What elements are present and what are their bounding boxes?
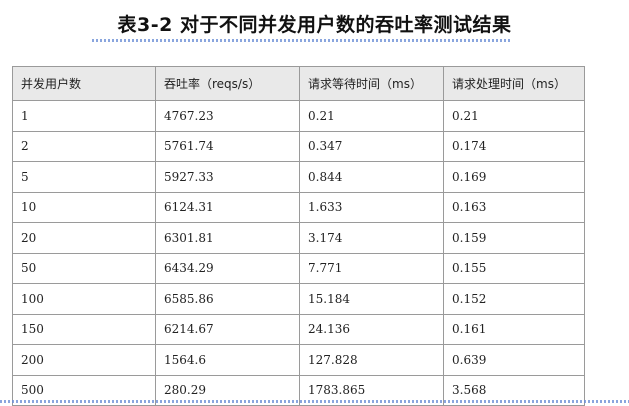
cell-wait-time: 7.771 — [299, 252, 444, 284]
table-row: 1 4767.23 0.21 0.21 — [12, 100, 585, 132]
cell-concurrent-users: 10 — [12, 191, 156, 223]
cell-throughput: 4767.23 — [155, 100, 300, 132]
cell-throughput: 5761.74 — [155, 130, 300, 162]
results-table-container: 并发用户数 吞吐率（reqs/s） 请求等待时间（ms） 请求处理时间（ms） … — [12, 66, 585, 406]
cell-throughput: 6124.31 — [155, 191, 300, 223]
cell-wait-time: 1.633 — [299, 191, 444, 223]
cell-throughput: 5927.33 — [155, 161, 300, 193]
cell-processing-time: 0.169 — [443, 161, 585, 193]
cell-wait-time: 3.174 — [299, 222, 444, 254]
cell-concurrent-users: 20 — [12, 222, 156, 254]
cell-throughput: 6214.67 — [155, 313, 300, 345]
cell-concurrent-users: 50 — [12, 252, 156, 284]
cell-concurrent-users: 5 — [12, 161, 156, 193]
table-row: 100 6585.86 15.184 0.152 — [12, 283, 585, 315]
results-table: 并发用户数 吞吐率（reqs/s） 请求等待时间（ms） 请求处理时间（ms） … — [12, 66, 585, 406]
cell-processing-time: 0.639 — [443, 344, 585, 376]
table-row: 150 6214.67 24.136 0.161 — [12, 313, 585, 345]
cell-concurrent-users: 2 — [12, 130, 156, 162]
cell-concurrent-users: 150 — [12, 313, 156, 345]
table-row: 10 6124.31 1.633 0.163 — [12, 191, 585, 223]
cell-processing-time: 0.152 — [443, 283, 585, 315]
cell-wait-time: 15.184 — [299, 283, 444, 315]
cell-processing-time: 0.21 — [443, 100, 585, 132]
header-concurrent-users: 并发用户数 — [12, 66, 156, 101]
cell-wait-time: 0.844 — [299, 161, 444, 193]
bottom-underline — [0, 400, 629, 403]
table-title: 表3-2 对于不同并发用户数的吞吐率测试结果 — [117, 14, 512, 36]
header-throughput: 吞吐率（reqs/s） — [155, 66, 300, 101]
title-underline — [92, 39, 510, 42]
cell-processing-time: 0.163 — [443, 191, 585, 223]
table-header-row: 并发用户数 吞吐率（reqs/s） 请求等待时间（ms） 请求处理时间（ms） — [12, 66, 585, 101]
cell-wait-time: 0.347 — [299, 130, 444, 162]
table-row: 5 5927.33 0.844 0.169 — [12, 161, 585, 193]
cell-processing-time: 0.161 — [443, 313, 585, 345]
cell-wait-time: 127.828 — [299, 344, 444, 376]
table-row: 200 1564.6 127.828 0.639 — [12, 344, 585, 376]
cell-throughput: 6585.86 — [155, 283, 300, 315]
cell-wait-time: 0.21 — [299, 100, 444, 132]
cell-wait-time: 24.136 — [299, 313, 444, 345]
cell-concurrent-users: 200 — [12, 344, 156, 376]
cell-concurrent-users: 100 — [12, 283, 156, 315]
cell-throughput: 1564.6 — [155, 344, 300, 376]
cell-processing-time: 0.174 — [443, 130, 585, 162]
table-row: 50 6434.29 7.771 0.155 — [12, 252, 585, 284]
cell-processing-time: 0.159 — [443, 222, 585, 254]
table-row: 2 5761.74 0.347 0.174 — [12, 130, 585, 162]
cell-concurrent-users: 1 — [12, 100, 156, 132]
cell-processing-time: 0.155 — [443, 252, 585, 284]
cell-throughput: 6301.81 — [155, 222, 300, 254]
header-wait-time: 请求等待时间（ms） — [299, 66, 444, 101]
header-processing-time: 请求处理时间（ms） — [443, 66, 585, 101]
table-row: 20 6301.81 3.174 0.159 — [12, 222, 585, 254]
cell-throughput: 6434.29 — [155, 252, 300, 284]
